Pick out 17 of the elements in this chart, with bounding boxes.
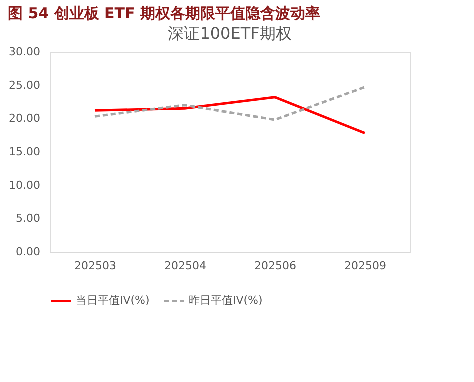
y-tick-label: 5.00 <box>16 212 40 226</box>
legend-label: 当日平值IV(%) <box>76 294 150 307</box>
y-tick-label: 20.00 <box>9 112 40 126</box>
y-tick-label: 10.00 <box>9 178 40 192</box>
chart-title: 图 54 创业板 ETF 期权各期限平值隐含波动率 <box>8 4 321 22</box>
y-tick-label: 15.00 <box>9 146 40 158</box>
line-series <box>94 96 366 135</box>
y-tick-label: 25.00 <box>9 78 40 92</box>
chart-subtitle: 深证100ETF期权 <box>168 24 292 43</box>
x-tick-label: 202503 <box>74 260 116 272</box>
y-tick-label: 0.00 <box>16 246 40 258</box>
x-tick-label: 202504 <box>164 260 206 272</box>
x-tick-label: 202506 <box>254 260 296 272</box>
x-tick-label: 202509 <box>344 260 386 272</box>
y-tick-label: 30.00 <box>9 46 40 58</box>
line-series <box>94 86 366 122</box>
legend-label: 昨日平值IV(%) <box>189 294 263 307</box>
